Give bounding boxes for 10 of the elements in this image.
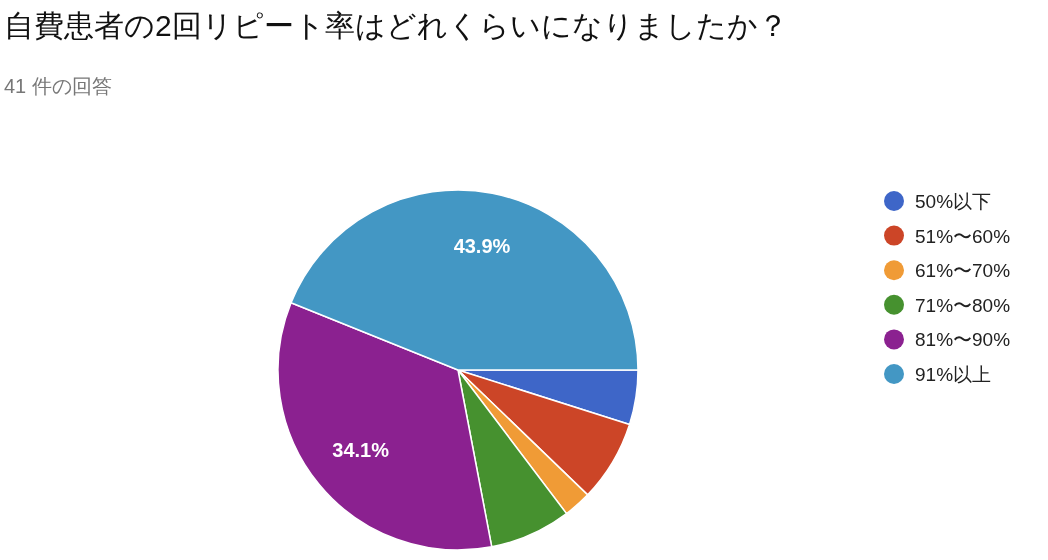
legend-label: 71%〜80%: [915, 294, 1011, 316]
data-label: 34.1%: [332, 439, 390, 462]
legend-label: 50%以下: [915, 191, 992, 212]
text: 41 件の回答: [4, 75, 112, 97]
chart-title: 自費患者の2回リピート率はどれくらいになりましたか？: [4, 9, 788, 42]
legend-label: 51%〜60%: [915, 225, 1011, 247]
legend-label: 61%〜70%: [915, 260, 1011, 282]
legend-label: 91%以上: [915, 364, 992, 385]
legend-label: 81%〜90%: [915, 329, 1011, 351]
data-label: 43.9%: [453, 235, 511, 258]
